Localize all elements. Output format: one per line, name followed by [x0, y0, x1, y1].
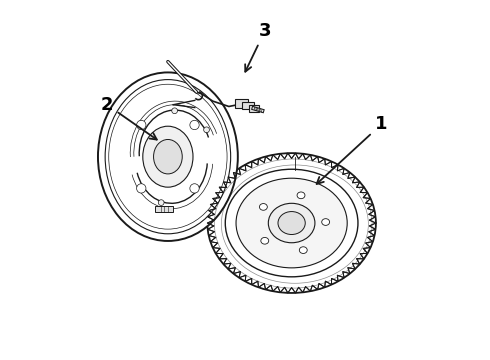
- Ellipse shape: [236, 178, 347, 268]
- Ellipse shape: [299, 247, 307, 253]
- Ellipse shape: [269, 203, 315, 243]
- Ellipse shape: [322, 219, 330, 225]
- Ellipse shape: [259, 203, 268, 210]
- Text: 3: 3: [245, 22, 271, 72]
- Ellipse shape: [137, 120, 146, 130]
- Text: 2: 2: [100, 96, 157, 140]
- Ellipse shape: [207, 153, 376, 293]
- Ellipse shape: [137, 184, 146, 193]
- Text: 1: 1: [317, 116, 388, 184]
- Ellipse shape: [190, 120, 199, 130]
- FancyBboxPatch shape: [242, 102, 254, 109]
- Ellipse shape: [98, 72, 238, 241]
- Ellipse shape: [225, 169, 358, 277]
- FancyBboxPatch shape: [248, 105, 259, 112]
- Ellipse shape: [190, 184, 199, 193]
- Ellipse shape: [278, 212, 305, 234]
- Ellipse shape: [158, 200, 164, 206]
- Ellipse shape: [297, 192, 305, 199]
- Ellipse shape: [172, 108, 177, 114]
- Ellipse shape: [143, 126, 193, 187]
- Ellipse shape: [153, 139, 182, 174]
- Ellipse shape: [204, 127, 209, 133]
- Bar: [155, 206, 173, 212]
- Ellipse shape: [261, 238, 269, 244]
- FancyBboxPatch shape: [235, 99, 248, 108]
